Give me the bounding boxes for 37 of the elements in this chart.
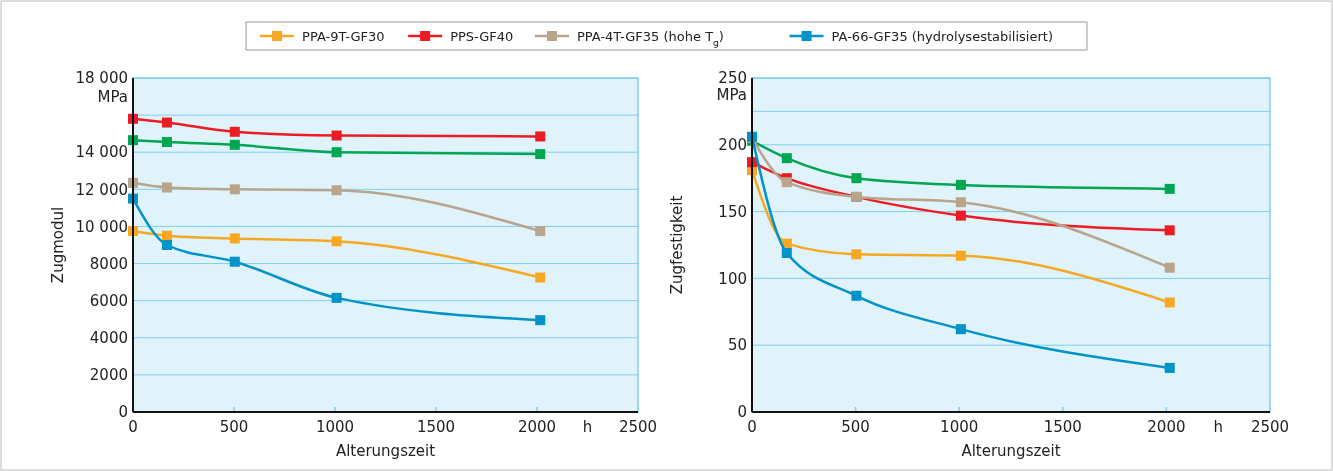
y-tick-label: 14 000 — [75, 143, 128, 162]
x-tick-label: 500 — [219, 418, 249, 436]
x-axis-title: Alterungszeit — [961, 442, 1061, 460]
y-tick-label: 250 — [718, 69, 747, 88]
y-tick-label: 2000 — [89, 366, 128, 385]
x-tick-label: 2500 — [618, 418, 658, 436]
legend-label: PPS-GF40 — [450, 28, 514, 44]
y-tick-label: 10 000 — [75, 217, 128, 236]
x-tick-label: 1500 — [1043, 418, 1082, 436]
y-tick-label: 150 — [718, 202, 747, 221]
text: h — [582, 418, 593, 436]
text: MPa — [716, 85, 747, 104]
y-tick-label: 6000 — [89, 291, 128, 310]
y-tick-label: 200 — [718, 136, 747, 155]
legend-label: PPA-4T-GF35 (hohe T$_{g}$) — [576, 28, 724, 48]
y-tick-label: 8000 — [89, 254, 128, 273]
x-tick-label: 1500 — [416, 418, 456, 436]
text: h — [1213, 418, 1223, 436]
x-tick-label: 1000 — [940, 418, 979, 436]
x-tick-label: 2500 — [1250, 418, 1290, 436]
y-axis-title: Zugfestigkeit — [668, 195, 686, 295]
x-tick-label: 1000 — [315, 418, 355, 436]
x-axis-title: Alterungszeit — [335, 442, 436, 460]
text: MPa — [97, 87, 128, 106]
y-tick-label: 4000 — [89, 329, 128, 348]
y-axis-title: Zugmodul — [49, 206, 67, 284]
x-tick-label: 2000 — [517, 418, 557, 436]
x-tick-label: 500 — [841, 418, 870, 436]
legend-label: PPA-9T-GF30 — [302, 28, 385, 44]
y-tick-label: 50 — [727, 336, 747, 355]
y-tick-label: 18 000 — [75, 69, 128, 88]
y-tick-label: 0 — [118, 403, 128, 422]
y-tick-label: 100 — [718, 269, 747, 288]
y-tick-label: 12 000 — [75, 180, 128, 199]
legend-label: PA-66-GF35 (hydrolysestabilisiert) — [831, 28, 1053, 44]
y-tick-label: 0 — [737, 403, 747, 422]
x-tick-label: 2000 — [1147, 418, 1186, 436]
